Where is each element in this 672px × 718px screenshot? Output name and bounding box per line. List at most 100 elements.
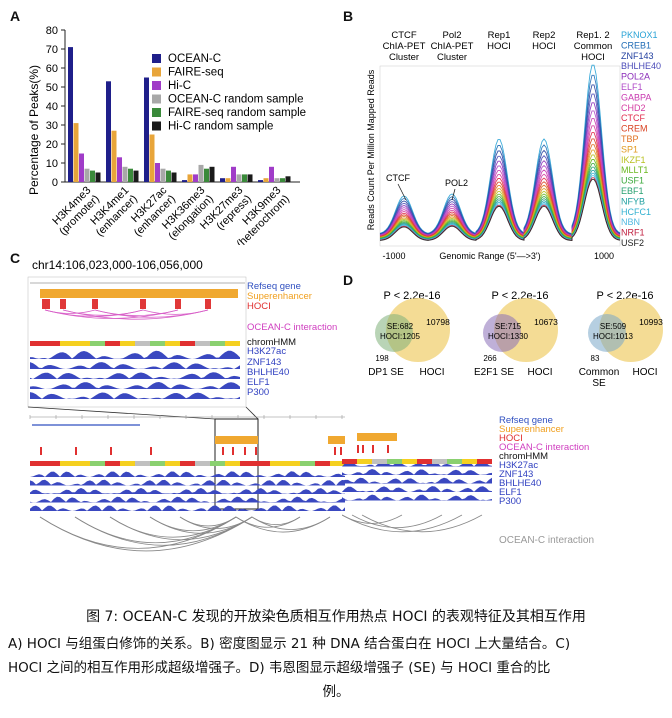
hoci-mark [340, 447, 342, 455]
legend-label: FAIRE-seq random sample [168, 107, 306, 119]
chromhmm-segment [45, 461, 60, 466]
factor-label: USF1 [621, 176, 644, 186]
hoci-mark [222, 447, 224, 455]
peak-label-ctcf: CTCF [386, 173, 410, 183]
bar-4-1 [225, 178, 231, 182]
signal-track [30, 382, 240, 389]
y-tick-label: 60 [46, 63, 58, 75]
panel-c-letter: C [10, 250, 21, 266]
bar-2-5 [171, 172, 177, 182]
bar-1-2 [117, 157, 122, 182]
legend-label: Hi-C [168, 80, 191, 92]
chromhmm-segment [300, 461, 315, 466]
column-header: ChIA-PET [383, 41, 426, 52]
venn-p-value: P < 2.2e-16 [597, 290, 654, 302]
factor-label: HCFC1 [621, 207, 651, 217]
chromhmm-segment [45, 341, 60, 346]
density-curve-usf2 [379, 178, 621, 241]
panel-b-plot-frame [379, 65, 621, 247]
y-tick-label: 40 [46, 101, 58, 113]
chromhmm-segment-continuation [477, 459, 492, 464]
venn-left-name-2: SE [592, 378, 606, 389]
chromhmm-segment [165, 341, 180, 346]
factor-label: TBP [621, 134, 639, 144]
overview-signal-track [30, 505, 345, 511]
panel-b-letter: B [343, 8, 354, 24]
track-label: ELF1 [247, 377, 270, 388]
superenhancer-bar-overview [215, 436, 258, 444]
chromhmm-segment [135, 341, 150, 346]
hoci-mark [40, 447, 42, 455]
factor-label: NRF1 [621, 228, 645, 238]
chromhmm-segment [330, 461, 345, 466]
hoci-mark-continuation [387, 445, 389, 453]
venn-left-only: 198 [375, 354, 389, 363]
track-label: H3K27ac [247, 346, 286, 357]
hoci-mark [150, 447, 152, 455]
chromhmm-segment [270, 461, 285, 466]
chromhmm-segment [60, 341, 75, 346]
chromhmm-segment [105, 461, 120, 466]
bar-2-1 [149, 134, 155, 182]
factor-label: CREB1 [621, 40, 651, 50]
column-header: Common [574, 41, 613, 52]
hoci-block [60, 299, 66, 309]
venn-overlap-se: SE:715 [495, 322, 522, 331]
legend-swatch [152, 67, 161, 77]
column-header: Rep2 [533, 30, 556, 41]
factor-label: PKNOX1 [621, 30, 658, 40]
panel-b-density-plot: CTCFChIA-PETClusterPol2ChIA-PETClusterRe… [366, 30, 661, 261]
column-header: HOCI [487, 41, 511, 52]
bar-3-0 [182, 180, 187, 182]
overview-track-label: ELF1 [499, 487, 522, 498]
caption-line-2: HOCI 之间的相互作用形成超级增强子。D) 韦恩图显示超级增强子 (SE) 与… [8, 660, 551, 676]
bar-2-2 [155, 163, 160, 182]
overview-interaction-arc [179, 516, 253, 529]
chromhmm-segment [240, 461, 255, 466]
bar-0-0 [68, 47, 73, 182]
y-tick-label: 70 [46, 44, 58, 56]
chromhmm-segment-continuation [447, 459, 462, 464]
hoci-mark-continuation [362, 445, 364, 453]
signal-track [30, 372, 240, 379]
column-header: Cluster [437, 52, 467, 63]
factor-label: POL2A [621, 72, 650, 82]
hoci-mark [334, 447, 336, 455]
overview-track-label: Superenhancer [499, 424, 564, 435]
genomic-coordinate: chr14:106,023,000-106,056,000 [32, 258, 203, 272]
legend-swatch [152, 108, 161, 117]
bar-4-4 [242, 174, 247, 182]
factor-label: NFYB [621, 196, 645, 206]
chromhmm-segment [315, 461, 330, 466]
column-header: HOCI [532, 41, 556, 52]
hoci-mark [110, 447, 112, 455]
factor-label: ELF1 [621, 82, 643, 92]
signal-track [30, 362, 240, 369]
bar-5-4 [280, 178, 285, 182]
chromhmm-segment-continuation [432, 459, 447, 464]
chromhmm-segment [30, 461, 45, 466]
overview-interaction-arc-continuation [361, 514, 483, 533]
y-tick-label: 20 [46, 139, 58, 151]
hoci-block [205, 299, 211, 309]
bar-3-3 [198, 164, 204, 182]
track-label: Superenhancer [247, 291, 312, 302]
panel-b-xlabel: Genomic Range (5'—>3') [439, 251, 540, 261]
overview-track-label: OCEAN-C interaction [499, 442, 589, 453]
track-label: HOCI [247, 301, 271, 312]
factor-label: CHD2 [621, 103, 646, 113]
column-header: Pol2 [442, 30, 461, 41]
bar-5-0 [258, 180, 263, 182]
panel-b-x-right: 1000 [594, 251, 614, 261]
chromhmm-segment [225, 341, 240, 346]
chromhmm-segment [180, 341, 195, 346]
legend-label: OCEAN-C random sample [168, 94, 303, 106]
factor-label: MLLT1 [621, 165, 648, 175]
bar-4-5 [247, 174, 253, 182]
figure-caption: 图 7: OCEAN-C 发现的开放染色质相互作用热点 HOCI 的表观特征及其… [0, 600, 672, 704]
overview-interaction-arc [251, 516, 331, 530]
bar-5-3 [274, 178, 280, 182]
